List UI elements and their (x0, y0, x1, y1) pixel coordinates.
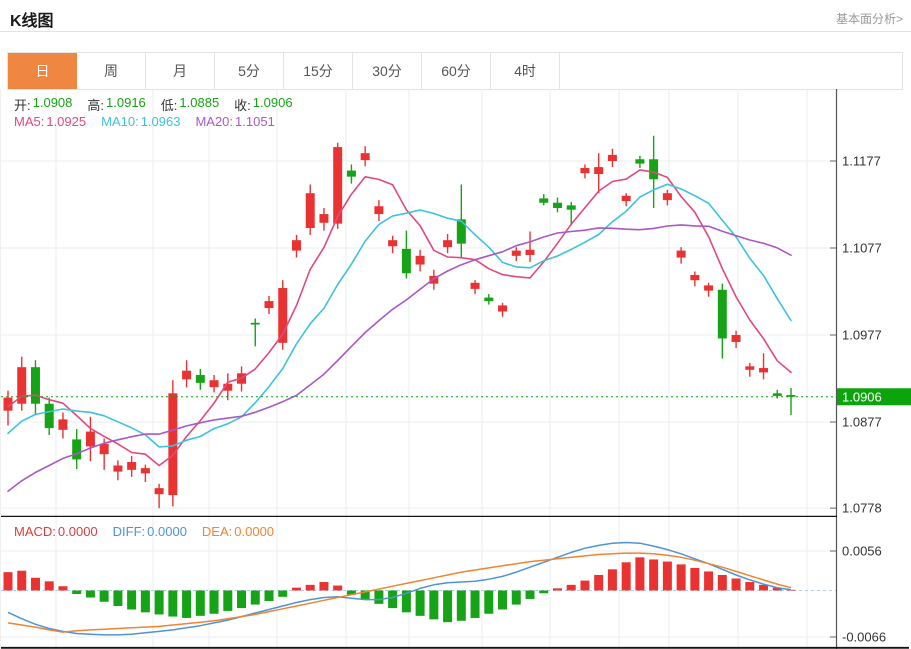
tab-日[interactable]: 日 (8, 53, 77, 89)
legend-item: 开: 1.0908 (14, 95, 73, 113)
legend-item: MA5: 1.0925 (14, 114, 87, 129)
fundamental-analysis-link[interactable]: 基本面分析> (835, 12, 903, 26)
tab-4时[interactable]: 4时 (491, 53, 560, 89)
legend-item: DEA: 0.0000 (201, 524, 275, 539)
price-tick-label: 1.0877 (842, 415, 882, 430)
price-chart[interactable]: 1.1177 1.1077 1.0977 1.0877 1.0778 1.0906 (1, 89, 911, 517)
price-tick-label: 1.0977 (842, 328, 882, 343)
tab-60分[interactable]: 60分 (422, 53, 491, 89)
legend-item: DIFF: 0.0000 (112, 524, 187, 539)
period-tabbar: 日周月 5分 15分 30分 60分 4时 (7, 52, 903, 90)
chart-zone: 1.1177 1.1077 1.0977 1.0877 1.0778 1.0906 0.0… (0, 89, 911, 649)
title-bar: K线图 基本面分析> (0, 0, 911, 32)
tab-30分[interactable]: 30分 (353, 53, 422, 89)
legend-item: 收: 1.0906 (234, 95, 293, 113)
macd-tick-label: -0.0066 (842, 629, 886, 644)
legend-item: MACD: 0.0000 (14, 524, 98, 539)
tab-月[interactable]: 月 (146, 53, 215, 89)
ohlc-legend: 开: 1.0908 高: 1.0916 低: 1.0885 收: 1.0906 (14, 95, 293, 114)
tab-周[interactable]: 周 (77, 53, 146, 89)
macd-chart[interactable]: 0.0056 -0.0066 (1, 517, 911, 649)
macd-tick-label: 0.0056 (842, 544, 882, 559)
price-tick-label: 1.1177 (842, 154, 881, 169)
macd-legend: MACD: 0.0000 DIFF: 0.0000 DEA: 0.0000 (14, 524, 274, 539)
legend-item: 低: 1.0885 (160, 95, 220, 113)
legend-item: MA20: 1.1051 (195, 114, 275, 129)
current-price-badge: 1.0906 (842, 389, 882, 404)
page-title: K线图 (10, 13, 54, 30)
price-tick-label: 1.1077 (842, 241, 882, 256)
legend-item: 高: 1.0916 (87, 95, 146, 113)
legend-item: MA10: 1.0963 (101, 114, 181, 129)
ma-legend: MA5: 1.0925 MA10: 1.0963 MA20: 1.1051 (14, 114, 275, 129)
tab-15分[interactable]: 15分 (284, 53, 353, 89)
price-tick-label: 1.0778 (842, 501, 882, 516)
tab-5分[interactable]: 5分 (215, 53, 284, 89)
